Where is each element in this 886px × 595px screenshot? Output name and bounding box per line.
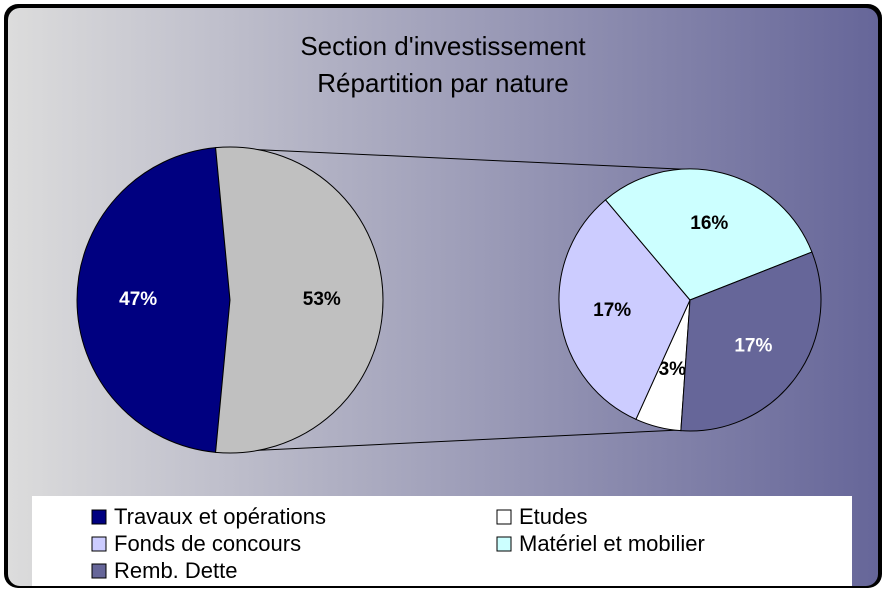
connector-line	[215, 429, 681, 453]
data-label: 17%	[734, 336, 772, 357]
data-label: 16%	[690, 213, 728, 234]
legend-label: Remb. Dette	[114, 558, 238, 583]
pie-slice	[680, 251, 822, 432]
legend-swatch	[496, 536, 512, 552]
legend-label: Travaux et opérations	[114, 504, 326, 529]
connector-line	[215, 147, 701, 171]
chart-subtitle: Répartition par nature	[317, 68, 568, 98]
legend-swatch	[91, 509, 107, 525]
data-label: 3%	[659, 359, 687, 380]
legend-swatch	[496, 509, 512, 525]
data-label: 53%	[303, 289, 341, 310]
legend-label: Etudes	[519, 504, 588, 529]
legend-label: Fonds de concours	[114, 531, 301, 556]
legend-label: Matériel et mobilier	[519, 531, 705, 556]
pie-slice	[604, 168, 813, 301]
data-label: 47%	[119, 289, 157, 310]
legend-box	[32, 496, 852, 586]
pie-slice	[76, 147, 231, 453]
data-label: 17%	[593, 300, 631, 321]
pie-slice	[215, 146, 384, 454]
legend-swatch	[91, 536, 107, 552]
legend-swatch	[91, 563, 107, 579]
chart-title: Section d'investissement	[300, 31, 586, 61]
pie-slice	[558, 199, 691, 420]
